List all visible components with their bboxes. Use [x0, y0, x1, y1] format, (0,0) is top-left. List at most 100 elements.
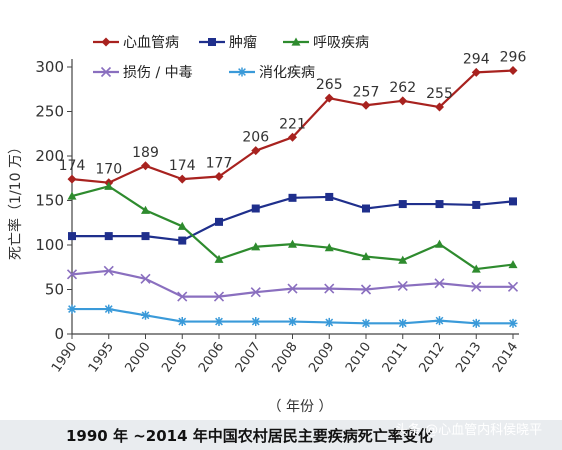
data-point — [141, 310, 150, 320]
x-tick-label: 2013 — [453, 340, 484, 376]
data-label: 265 — [316, 77, 343, 93]
data-point — [471, 264, 481, 273]
data-point — [287, 283, 298, 294]
series-1 — [68, 192, 517, 245]
data-point — [398, 96, 408, 106]
data-point — [324, 283, 335, 294]
data-label: 206 — [242, 130, 269, 146]
data-point — [472, 200, 481, 209]
data-point — [288, 317, 297, 327]
data-point — [508, 260, 518, 269]
legend-item: 肿瘤 — [199, 34, 257, 51]
x-axis-title: （ 年份 ） — [268, 399, 333, 415]
legend-item: 心血管病 — [93, 35, 179, 51]
y-tick-label: 300 — [35, 58, 64, 76]
data-point — [361, 100, 371, 110]
legend-item: 损伤 / 中毒 — [93, 65, 193, 81]
data-point — [104, 181, 114, 190]
data-point — [435, 316, 444, 326]
data-point — [397, 280, 408, 292]
data-point — [288, 132, 297, 142]
legend-item: 呼吸疾病 — [283, 35, 369, 51]
data-point — [104, 304, 114, 314]
data-point — [250, 287, 261, 298]
data-point — [214, 254, 224, 263]
data-point — [215, 217, 223, 226]
data-point — [177, 291, 188, 302]
y-tick-label: 150 — [35, 192, 64, 210]
data-point — [214, 317, 224, 327]
legend-label: 消化疾病 — [259, 65, 315, 81]
data-label: 257 — [353, 84, 380, 100]
y-tick-label: 50 — [45, 281, 64, 299]
series-line — [71, 269, 513, 298]
data-point — [435, 102, 444, 112]
y-axis: 0 50 100 150 200 250 300 — [35, 58, 73, 343]
x-axis: 1990 1995 2000 2005 2006 2007 2008 2009 2010 2011… — [49, 333, 521, 376]
legend-marker — [100, 66, 112, 78]
data-point — [324, 317, 334, 327]
data-label: 255 — [426, 86, 453, 102]
legend-marker — [101, 37, 111, 47]
data-point — [435, 239, 444, 248]
data-point — [178, 236, 187, 245]
data-point — [214, 171, 224, 181]
data-point — [66, 269, 78, 280]
data-point — [177, 317, 187, 327]
data-point — [435, 200, 444, 209]
legend-label: 心血管病 — [123, 35, 179, 51]
x-tick-label: 2014 — [490, 340, 521, 376]
data-point — [251, 146, 261, 156]
data-point — [471, 281, 482, 292]
data-point — [398, 318, 408, 328]
data-point — [471, 318, 481, 328]
legend-label: 损伤 / 中毒 — [123, 65, 193, 81]
data-label: 262 — [389, 80, 416, 96]
x-tick-label: 2010 — [343, 340, 374, 376]
data-point — [324, 243, 334, 252]
data-point — [361, 252, 371, 261]
data-label: 296 — [500, 50, 527, 66]
x-tick-label: 2008 — [270, 340, 301, 376]
data-point — [360, 284, 372, 295]
data-point — [324, 93, 334, 103]
series-3 — [66, 265, 519, 302]
data-label: 221 — [279, 116, 306, 132]
data-point — [251, 317, 261, 327]
legend-marker — [291, 37, 301, 46]
data-point — [177, 221, 187, 230]
x-tick-label: 1995 — [86, 340, 117, 376]
caption-background — [0, 420, 562, 450]
data-labels: 174 170 189 174 177 206 221 265 257 262 255 294 296 — [59, 50, 527, 178]
data-point — [288, 239, 297, 248]
legend-label: 呼吸疾病 — [313, 35, 369, 51]
y-tick-label: 100 — [35, 236, 64, 254]
data-label: 177 — [206, 155, 233, 171]
series-4 — [67, 304, 518, 328]
y-tick-label: 250 — [35, 103, 64, 121]
x-tick-label: 2005 — [159, 340, 190, 376]
y-tick-label: 0 — [54, 325, 64, 343]
data-point — [325, 192, 334, 201]
data-point — [140, 273, 151, 284]
data-point — [213, 291, 225, 302]
data-point — [509, 197, 517, 206]
data-point — [141, 205, 150, 214]
legend-marker — [208, 38, 216, 46]
series-line — [72, 195, 514, 242]
series-layer — [66, 66, 519, 328]
y-axis-title: 死亡率（1/10 万） — [7, 140, 24, 260]
data-point — [104, 232, 113, 241]
data-point — [288, 193, 297, 202]
data-point — [361, 318, 371, 328]
data-point — [177, 174, 187, 184]
data-point — [141, 161, 150, 171]
data-point — [251, 242, 261, 251]
data-label: 174 — [59, 158, 86, 174]
series-0 — [67, 66, 518, 188]
data-point — [68, 232, 76, 241]
x-tick-label: 2006 — [196, 340, 227, 376]
x-tick-label: 2009 — [306, 340, 337, 376]
data-label: 189 — [132, 145, 159, 161]
